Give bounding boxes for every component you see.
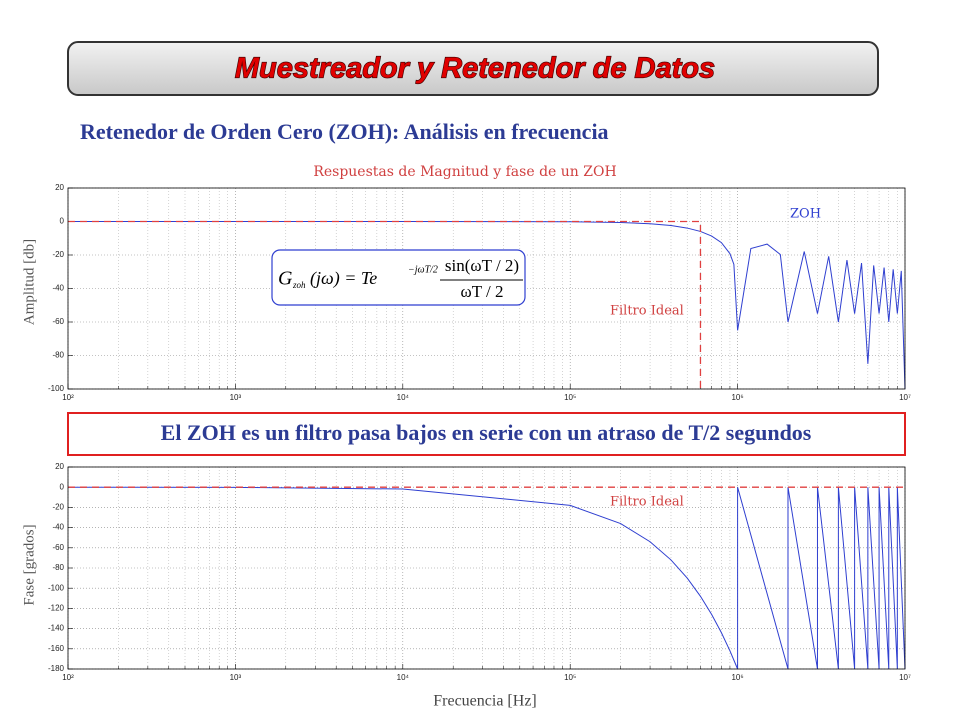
- series-label: Filtro Ideal: [610, 495, 684, 510]
- y-tick-label: -20: [52, 250, 64, 259]
- slide-subtitle: Retenedor de Orden Cero (ZOH): Análisis …: [80, 119, 609, 144]
- title-box: [67, 41, 879, 96]
- y-tick-label: -80: [52, 351, 64, 360]
- formula-arg: (jω) = Te: [310, 268, 377, 289]
- formula-exp: −jωT/2: [408, 264, 438, 275]
- y-axis-label: Fase [grados]: [21, 524, 37, 605]
- series-label: ZOH: [790, 207, 821, 222]
- y-tick-label: -120: [48, 604, 65, 613]
- y-axis-label: Amplitud [db]: [21, 239, 37, 325]
- x-tick-label: 10⁶: [731, 673, 743, 682]
- formula-sub: zoh: [292, 280, 306, 290]
- banner: El ZOH es un filtro pasa bajos en serie …: [161, 420, 812, 445]
- y-tick-label: -20: [52, 503, 64, 512]
- x-tick-label: 10²: [62, 673, 74, 682]
- y-tick-label: -40: [52, 523, 64, 532]
- y-tick-label: -180: [48, 664, 65, 673]
- y-tick-label: -80: [52, 563, 64, 572]
- plot-frame: [67, 466, 906, 670]
- formula: G zoh (jω) = Te −jωT/2 sin(ωT / 2) ωT / …: [271, 249, 526, 306]
- formula-symbol: G: [278, 268, 293, 290]
- x-tick-label: 10⁴: [397, 393, 410, 402]
- plot-area: [68, 467, 905, 669]
- series-label: Filtro Ideal: [610, 304, 684, 319]
- formula-num: sin(ωT / 2): [445, 256, 519, 275]
- y-tick-label: 0: [60, 217, 65, 226]
- chart-title: Respuestas de Magnitud y fase de un ZOH: [313, 164, 616, 180]
- plot: -180 -160 -140 -120 -100 -80 -60 -40 -20 0 20 10² 10…: [48, 462, 911, 682]
- x-tick-label: 10³: [230, 673, 242, 682]
- slide-title: Muestreador y Retenedor de Datos: [235, 53, 715, 85]
- x-tick-label: 10⁷: [899, 673, 911, 682]
- y-tick-label: -40: [52, 284, 64, 293]
- formula-box: [271, 249, 526, 306]
- x-tick-label: 10⁶: [731, 393, 743, 402]
- formula-den: ωT / 2: [461, 282, 504, 301]
- y-tick-label: -60: [52, 543, 64, 552]
- y-tick-label: 20: [55, 183, 64, 192]
- banner-box: [67, 412, 906, 456]
- x-tick-label: 10⁵: [564, 673, 576, 682]
- x-tick-label: 10⁷: [899, 393, 911, 402]
- x-tick-label: 10³: [230, 393, 242, 402]
- y-tick-label: -100: [48, 384, 65, 393]
- y-tick-label: -140: [48, 624, 65, 633]
- series-line: [67, 486, 906, 670]
- x-tick-label: 10⁴: [397, 673, 410, 682]
- x-tick-label: 10²: [62, 393, 74, 402]
- x-axis-label: Frecuencia [Hz]: [433, 693, 537, 710]
- y-tick-label: 0: [60, 482, 65, 491]
- y-tick-label: 20: [55, 462, 64, 471]
- y-tick-label: -60: [52, 317, 64, 326]
- plot-frame: [67, 187, 906, 390]
- y-tick-label: -100: [48, 583, 65, 592]
- series-line: [68, 221, 906, 390]
- y-tick-label: -160: [48, 644, 65, 653]
- charts: -100 -80 -60 -40 -20 0 20 10² 10³ 10⁴ 10⁵ 10⁶ 10⁷ ZOH…: [48, 183, 911, 682]
- series-line: [68, 220, 702, 389]
- x-tick-label: 10⁵: [564, 393, 576, 402]
